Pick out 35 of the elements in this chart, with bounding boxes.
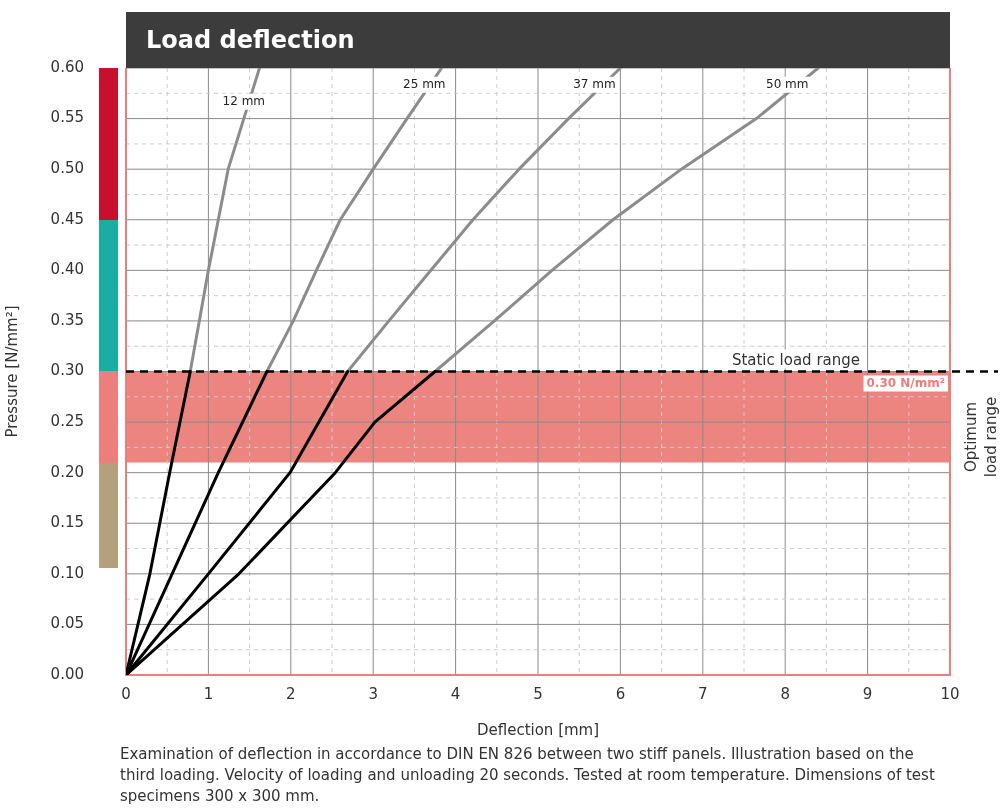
y-tick-label: 0.60: [50, 57, 84, 76]
x-tick-label: 10: [940, 684, 960, 703]
x-tick-label: 6: [615, 684, 626, 703]
y-tick-label: 0.00: [50, 664, 84, 683]
y-tick-label: 0.10: [50, 563, 84, 582]
y-tick-label: 0.35: [50, 310, 84, 329]
x-tick-label: 2: [286, 684, 296, 703]
x-tick-label: 4: [450, 684, 461, 703]
y-tick-label: 0.25: [50, 411, 84, 430]
y-tick-label: 0.45: [50, 209, 84, 228]
series-label: 25 mm: [403, 76, 446, 91]
y-tick-label: 0.30: [50, 361, 84, 380]
x-tick-label: 0: [121, 684, 131, 703]
ref-line-label: Static load range: [731, 350, 860, 369]
series-label: 50 mm: [766, 76, 809, 91]
x-axis-title: Deflection [mm]: [476, 720, 600, 739]
y-axis-title: Pressure [N/mm²]: [2, 305, 21, 438]
x-tick-label: 5: [533, 684, 543, 703]
y-tick-label: 0.40: [50, 260, 84, 279]
y-tick-label: 0.55: [50, 108, 84, 127]
x-tick-label: 3: [368, 684, 378, 703]
y-tick-label: 0.15: [50, 513, 84, 532]
text: Examination of deflection in accordance to DIN EN 826 between two stiff panels. Illustration based on the third loading. Velocity of loading and unloading 20 seconds. Tested at room temperature. Dimensions of test specimens 300 x 300 mm.: [120, 744, 936, 807]
y-tick-label: 0.50: [50, 159, 84, 178]
y-tick-label: 0.05: [50, 614, 84, 633]
x-tick-label: 8: [780, 684, 790, 703]
y-tick-label: 0.20: [50, 462, 84, 481]
x-tick-label: 1: [203, 684, 214, 703]
series-label: 37 mm: [573, 76, 616, 91]
annotation: 0.30 N/mm²: [866, 375, 945, 390]
chart-title: Load deflection: [126, 12, 950, 68]
band-label: Optimum load range: [961, 396, 1000, 478]
x-tick-label: 7: [698, 684, 708, 703]
x-tick-label: 9: [862, 684, 873, 703]
series-label: 12 mm: [222, 93, 266, 108]
